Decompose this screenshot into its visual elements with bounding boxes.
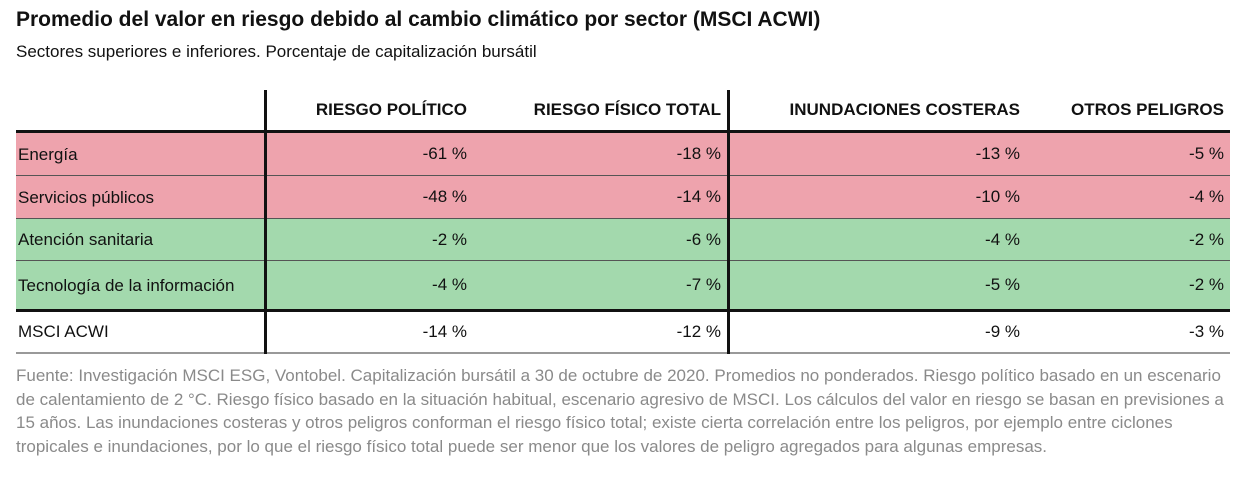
- table-cell: -7 %: [473, 260, 729, 311]
- header-blank: [16, 90, 266, 132]
- table-cell: -14 %: [264, 309, 473, 354]
- header-row: RIESGO POLÍTICO RIESGO FÍSICO TOTAL INUN…: [16, 90, 1230, 132]
- row-label: Atención sanitaria: [16, 218, 266, 261]
- table-cell: -4 %: [264, 260, 473, 311]
- table-row: Servicios públicos -48 % -14 % -10 % -4 %: [16, 175, 1230, 219]
- chart-subtitle: Sectores superiores e inferiores. Porcen…: [16, 42, 537, 61]
- table-cell: -2 %: [1026, 260, 1230, 311]
- header-other-hazards: OTROS PELIGROS: [1070, 100, 1224, 119]
- table-cell: -2 %: [264, 218, 473, 261]
- row-label: Tecnología de la información: [16, 260, 266, 311]
- row-label: Energía: [16, 130, 266, 176]
- table-row: MSCI ACWI -14 % -12 % -9 % -3 %: [16, 309, 1230, 354]
- chart-title: Promedio del valor en riesgo debido al c…: [16, 8, 821, 31]
- table-row: Atención sanitaria -2 % -6 % -4 % -2 %: [16, 218, 1230, 261]
- table-cell: -48 %: [264, 175, 473, 219]
- table-cell: -61 %: [264, 130, 473, 176]
- table-row: Energía -61 % -18 % -13 % -5 %: [16, 130, 1230, 176]
- table-cell: -5 %: [727, 260, 1026, 311]
- table-cell: -5 %: [1026, 130, 1230, 176]
- table-cell: -2 %: [1026, 218, 1230, 261]
- header-physical-risk: RIESGO FÍSICO TOTAL: [533, 100, 721, 119]
- footer-note: Fuente: Investigación MSCI ESG, Vontobel…: [16, 366, 1224, 456]
- table-cell: -4 %: [727, 218, 1026, 261]
- risk-table: RIESGO POLÍTICO RIESGO FÍSICO TOTAL INUN…: [16, 90, 1230, 354]
- table-cell: -13 %: [727, 130, 1026, 176]
- table-row: Tecnología de la información -4 % -7 % -5 %…: [16, 260, 1230, 311]
- table-cell: -12 %: [473, 309, 729, 354]
- table-cell: -4 %: [1026, 175, 1230, 219]
- table-cell: -10 %: [727, 175, 1026, 219]
- header-political-risk: RIESGO POLÍTICO: [264, 90, 473, 132]
- table-cell: -18 %: [473, 130, 729, 176]
- table-cell: -6 %: [473, 218, 729, 261]
- table-cell: -9 %: [727, 309, 1026, 354]
- row-label: Servicios públicos: [16, 175, 266, 219]
- header-coastal-floods: INUNDACIONES COSTERAS: [727, 90, 1026, 132]
- table-cell: -14 %: [473, 175, 729, 219]
- table-cell: -3 %: [1026, 309, 1230, 354]
- row-label: MSCI ACWI: [16, 309, 266, 354]
